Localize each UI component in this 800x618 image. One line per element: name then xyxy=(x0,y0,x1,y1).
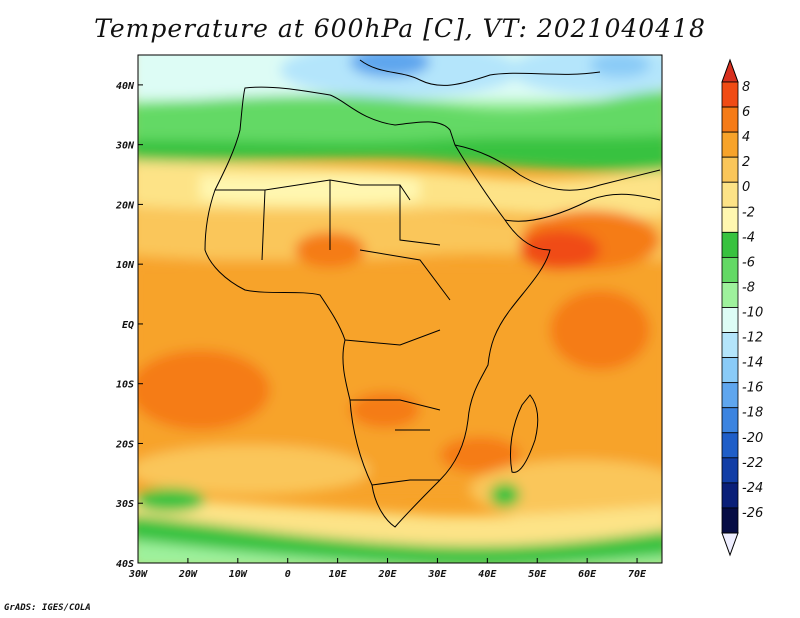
lat-tick-label: 40N xyxy=(116,81,135,92)
colorbar-label: -10 xyxy=(742,306,763,321)
lon-tick-label: 30W xyxy=(128,569,148,580)
colorbar-label: -18 xyxy=(742,406,763,421)
colorbar-segment xyxy=(721,156,739,183)
colorbar-label: -12 xyxy=(742,331,763,346)
lon-tick-label: 20W xyxy=(178,569,198,580)
lon-tick-label: 30E xyxy=(427,569,447,580)
colorbar-segment xyxy=(721,231,739,258)
colorbar-label: -26 xyxy=(742,506,763,521)
lat-tick-label: 10N xyxy=(116,260,135,271)
colorbar-segment xyxy=(721,181,739,208)
lat-tick-label: 20N xyxy=(115,200,135,211)
colorbar-segment xyxy=(721,457,739,484)
colorbar-label: -4 xyxy=(742,230,755,245)
grads-credit: GrADS: IGES/COLA xyxy=(4,603,91,613)
colorbar-label: -6 xyxy=(742,255,755,270)
colorbar-label: -24 xyxy=(742,481,763,496)
colorbar-segment xyxy=(721,432,739,459)
colorbar-segment xyxy=(721,407,739,434)
lat-tick-label: 20S xyxy=(115,439,134,450)
colorbar-label: -8 xyxy=(742,280,755,295)
colorbar-segment xyxy=(721,482,739,509)
lon-tick-label: 60E xyxy=(578,569,597,580)
map-frame xyxy=(137,54,663,564)
colorbar-segment xyxy=(721,332,739,359)
colorbar-segment xyxy=(721,282,739,308)
colorbar-segment xyxy=(721,357,739,384)
colorbar-label: 0 xyxy=(742,180,750,195)
colorbar-segment xyxy=(721,382,739,409)
colorbar-label: -20 xyxy=(742,431,763,446)
lon-tick-label: 10E xyxy=(329,569,348,580)
colorbar-label: 4 xyxy=(742,130,750,145)
colorbar-label: -14 xyxy=(742,356,763,371)
colorbar-segment xyxy=(721,81,739,108)
lon-tick-label: 10W xyxy=(229,569,248,580)
colorbar: 8 6 4 2 0 -2 -4 -6 -8 -10 -12 -14 -16 -18 -20 -22 -24 -26 xyxy=(721,58,763,557)
lat-tick-label: 40S xyxy=(116,559,134,570)
lat-tick-label: 10S xyxy=(116,380,134,391)
coastlines xyxy=(204,59,661,528)
lon-tick-label: 20E xyxy=(377,569,397,580)
colorbar-segment xyxy=(721,131,739,158)
colorbar-label: 6 xyxy=(742,105,750,120)
colorbar-label: -16 xyxy=(742,381,763,396)
colorbar-label: -22 xyxy=(742,456,763,471)
lat-tick-label: EQ xyxy=(122,320,134,331)
lon-tick-label: 40E xyxy=(478,569,497,580)
colorbar-min-arrow xyxy=(721,532,739,557)
colorbar-segment xyxy=(721,507,739,534)
colorbar-segment xyxy=(721,307,739,333)
chart-title: Temperature at 600hPa [C], VT: 202104041… xyxy=(94,14,706,43)
colorbar-segment xyxy=(721,206,739,233)
colorbar-label: 2 xyxy=(742,155,750,170)
colorbar-segment xyxy=(721,106,739,133)
lat-tick-label: 30S xyxy=(115,499,134,510)
lon-tick-label: 50E xyxy=(528,569,547,580)
temperature-field xyxy=(138,55,662,563)
colorbar-segment xyxy=(721,256,739,283)
colorbar-max-arrow xyxy=(721,58,739,83)
lon-tick-label: 70E xyxy=(628,569,647,580)
colorbar-label: 8 xyxy=(742,80,750,95)
lat-tick-label: 30N xyxy=(115,141,135,152)
lon-tick-label: 0 xyxy=(285,569,291,580)
colorbar-label: -2 xyxy=(742,205,755,220)
